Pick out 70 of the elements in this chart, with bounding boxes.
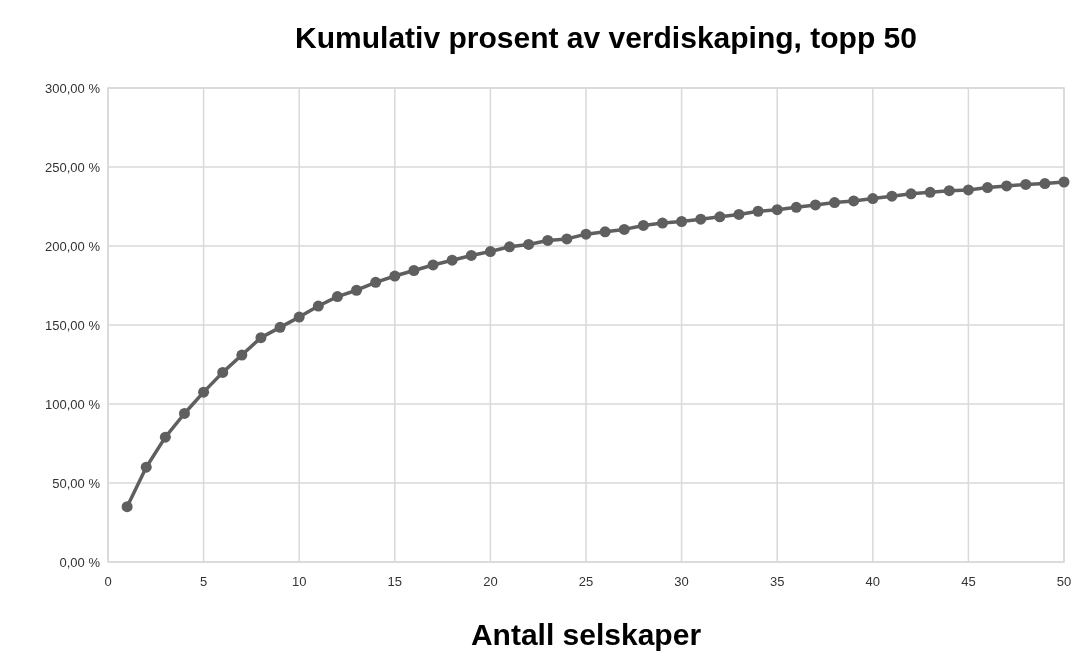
y-tick-label: 250,00 % — [45, 159, 101, 175]
x-tick-label: 40 — [865, 574, 881, 589]
point — [1001, 180, 1013, 192]
point — [848, 195, 860, 207]
point — [752, 205, 764, 217]
point — [809, 199, 821, 211]
point — [255, 332, 267, 344]
point — [312, 300, 324, 312]
point — [676, 216, 688, 228]
point — [924, 186, 936, 198]
point — [656, 217, 668, 229]
point — [905, 188, 917, 200]
y-tick-label: 0,00 % — [59, 554, 101, 570]
x-tick-label: 15 — [387, 574, 403, 589]
point — [599, 226, 611, 238]
point — [1020, 178, 1032, 190]
chart-title: Kumulativ prosent av verdiskaping, topp 50 — [295, 21, 917, 54]
y-tick-label: 150,00 % — [45, 317, 101, 333]
x-tick-label: 20 — [483, 574, 498, 589]
point — [389, 270, 401, 282]
point — [408, 264, 420, 276]
point — [523, 238, 535, 250]
point — [943, 185, 955, 197]
x-tick-label: 35 — [769, 574, 785, 589]
x-tick-label: 5 — [199, 574, 208, 589]
point — [982, 182, 994, 194]
x-axis-title: Antall selskaper — [470, 618, 702, 651]
point — [829, 197, 841, 209]
point — [618, 223, 630, 235]
y-tick-label: 200,00 % — [45, 238, 101, 254]
point — [771, 204, 783, 216]
point — [484, 246, 496, 258]
point — [542, 234, 554, 246]
x-tick-label: 30 — [674, 574, 689, 589]
point — [1039, 178, 1051, 190]
point — [351, 284, 363, 296]
point — [886, 190, 898, 202]
point — [159, 431, 171, 443]
point — [465, 249, 477, 261]
point — [867, 193, 879, 205]
y-tick-label: 100,00 % — [45, 396, 101, 412]
point — [236, 349, 248, 361]
point — [695, 213, 707, 225]
point — [790, 201, 802, 213]
point — [331, 291, 343, 303]
point — [370, 276, 382, 288]
point — [217, 366, 229, 378]
point — [504, 241, 516, 253]
point — [140, 461, 152, 473]
point — [178, 407, 190, 419]
x-tick-label: 0 — [104, 574, 112, 589]
point — [121, 501, 133, 513]
point — [427, 259, 439, 271]
x-tick-label: 50 — [1056, 574, 1072, 589]
point — [580, 228, 592, 240]
point — [446, 254, 458, 266]
x-tick-label: 10 — [291, 574, 307, 589]
y-tick-label: 300,00 % — [45, 80, 101, 96]
point — [293, 311, 305, 323]
point — [1058, 176, 1070, 188]
x-tick-label: 25 — [578, 574, 594, 589]
point — [561, 233, 573, 245]
point — [198, 386, 210, 398]
y-tick-label: 50,00 % — [52, 475, 101, 491]
x-tick-label: 45 — [961, 574, 976, 589]
point — [274, 321, 286, 333]
point — [637, 219, 649, 231]
point — [714, 211, 726, 223]
point — [733, 208, 745, 220]
point — [962, 184, 974, 196]
